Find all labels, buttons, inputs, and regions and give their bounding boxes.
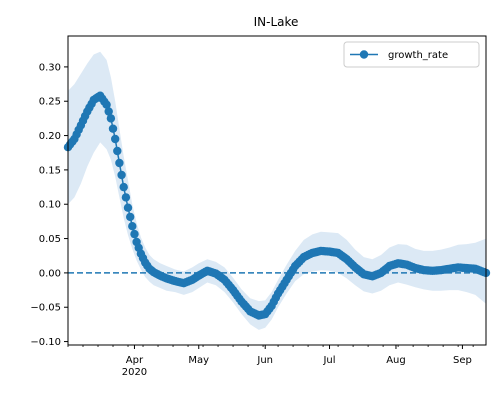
plot-area <box>63 51 491 330</box>
data-point <box>130 229 139 239</box>
data-point <box>104 107 113 116</box>
data-point <box>108 124 118 133</box>
y-tick-label: 0.20 <box>39 131 61 142</box>
data-point <box>113 146 122 156</box>
confidence-band <box>68 51 486 330</box>
y-tick-label: 0.25 <box>39 97 61 108</box>
y-tick-label: 0.00 <box>39 268 61 279</box>
data-point <box>111 134 120 144</box>
axes: −0.10 −0.05 0.00 0.05 0.10 0.15 0.20 0.25 0.30 Ap… <box>30 35 487 378</box>
x-tick-label: Aug <box>386 355 406 366</box>
data-point <box>106 114 116 123</box>
y-tick-label: 0.05 <box>39 234 61 245</box>
legend-box <box>343 41 480 68</box>
y-tick-label: 0.10 <box>39 200 61 211</box>
x-tick-label: Apr <box>126 355 144 366</box>
y-tick-label: 0.30 <box>39 62 61 73</box>
data-point <box>123 203 133 212</box>
x-tick-label: May <box>188 355 209 366</box>
data-point <box>128 222 137 231</box>
x-tick-label: Sep <box>453 355 472 366</box>
data-point <box>119 182 128 192</box>
legend-marker <box>359 50 369 59</box>
y-tick-label: −0.05 <box>30 303 61 314</box>
data-point <box>126 212 135 222</box>
x-tick-label: Jun <box>256 355 273 366</box>
legend: growth_rate <box>343 41 480 68</box>
legend-label: growth_rate <box>388 50 448 61</box>
chart-title: IN-Lake <box>254 15 299 29</box>
y-tick-label: −0.10 <box>30 337 61 348</box>
data-point <box>115 158 124 168</box>
x-tick-sublabel: 2020 <box>122 367 147 378</box>
data-point <box>121 193 131 202</box>
y-tick-label: 0.15 <box>39 165 61 176</box>
plot-frame <box>67 35 487 346</box>
data-point <box>102 100 111 109</box>
data-point <box>117 170 126 180</box>
x-tick-label: Jul <box>322 355 335 366</box>
